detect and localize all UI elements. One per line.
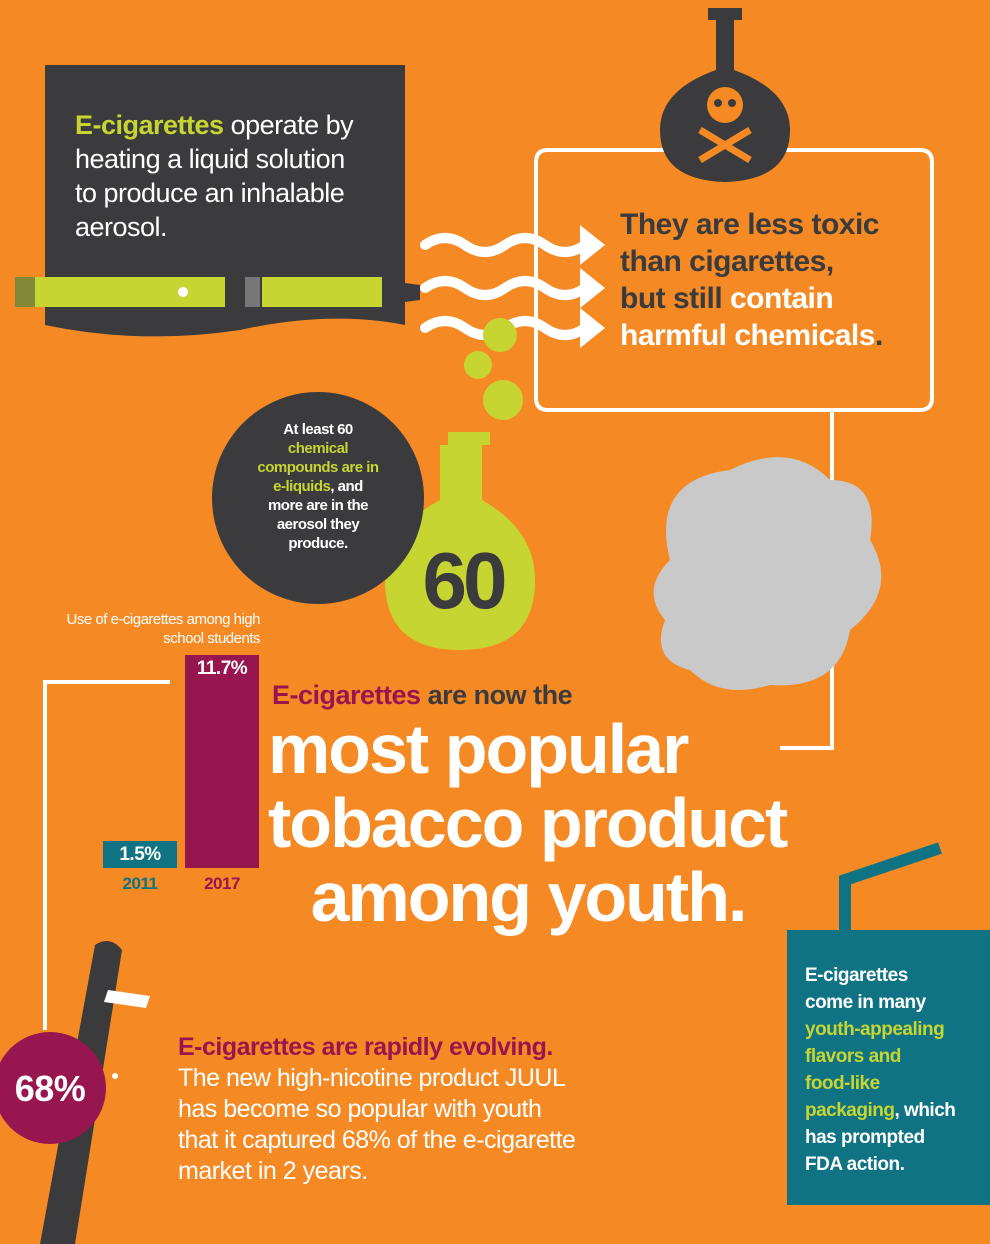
text: most popular (268, 710, 689, 788)
text: more are in the (267, 497, 369, 514)
outline-box (534, 148, 934, 750)
text: aerosol. (75, 212, 168, 242)
x-tick-label: 2011 (122, 874, 158, 893)
info-circle (212, 392, 424, 604)
flavor-box (787, 930, 990, 1205)
text: E-cigarettes (805, 965, 908, 986)
headline-big: most popular tobacco product among youth… (268, 712, 858, 934)
flask (385, 432, 535, 650)
headline: E-cigarettes are now the (272, 680, 573, 711)
text: They are less toxic (620, 208, 879, 241)
value-label: 11.7% (196, 658, 248, 680)
pen-mouthpiece (382, 280, 420, 305)
highlight: harmful chemicals (620, 319, 875, 352)
highlight: compounds are in (257, 459, 379, 476)
compounds-text: At least 60 chemical compounds are in e-… (218, 420, 418, 553)
pen-cartridge (262, 277, 382, 307)
value-label: 1.5% (119, 843, 161, 865)
bubbles (464, 318, 523, 420)
highlight: youth-appealing (805, 1019, 945, 1040)
text: to produce an inhalable (75, 178, 345, 208)
text: than cigarettes, (620, 245, 834, 278)
highlight: chemical (287, 440, 349, 457)
text: has prompted (805, 1127, 925, 1148)
text: heating a liquid solution (75, 144, 345, 174)
bar (185, 655, 259, 868)
pen-light (178, 287, 188, 297)
connector (43, 680, 170, 1030)
straw (839, 842, 942, 930)
text: , which (894, 1100, 956, 1121)
pen-tip (15, 277, 35, 307)
flask-number: 60 (422, 536, 508, 625)
toxic-text: They are less toxic than cigarettes, but… (620, 206, 883, 354)
intro-box (45, 65, 405, 337)
pen-body (15, 277, 225, 307)
highlight: E-cigarettes (272, 680, 421, 710)
cloud (653, 457, 882, 690)
text: but still (620, 282, 723, 315)
text: come in many (805, 992, 926, 1013)
pen-joint (245, 277, 260, 307)
x-tick-label: 2017 (204, 874, 240, 893)
text: , and (330, 478, 363, 495)
badge-circle (0, 1032, 106, 1144)
title: E-cigarettes are rapidly evolving. (178, 1033, 553, 1061)
text: FDA action. (805, 1154, 905, 1175)
flavors-text: E-cigarettes come in many youth-appealin… (805, 962, 956, 1178)
badge: 68% (14, 1068, 86, 1109)
text: . (874, 319, 883, 352)
highlight: e-liquids (273, 478, 331, 495)
highlight: flavors and (805, 1046, 901, 1067)
text: produce. (288, 535, 348, 552)
chart-title: Use of e-cigarettes among high school st… (66, 611, 261, 647)
text: that it captured 68% of the e-cigarette (178, 1126, 576, 1154)
intro-text: E-cigarettes operate by heating a liquid… (75, 108, 354, 244)
text: are now the (427, 680, 573, 710)
text: operate by (230, 110, 354, 140)
highlight: packaging (805, 1100, 895, 1121)
highlight: E-cigarettes (75, 110, 224, 140)
text: among youth. (310, 858, 748, 936)
text: tobacco product (268, 784, 788, 862)
highlight: contain (730, 282, 834, 315)
text: aerosol they (276, 516, 360, 533)
evolving-text: E-cigarettes are rapidly evolving. The n… (178, 1032, 576, 1187)
text: market in 2 years. (178, 1157, 368, 1185)
text: The new high-nicotine product JUUL (178, 1064, 566, 1092)
text: At least 60 (283, 421, 353, 438)
bar (103, 840, 177, 868)
highlight: food-like (805, 1073, 880, 1094)
text: has become so popular with youth (178, 1095, 542, 1123)
